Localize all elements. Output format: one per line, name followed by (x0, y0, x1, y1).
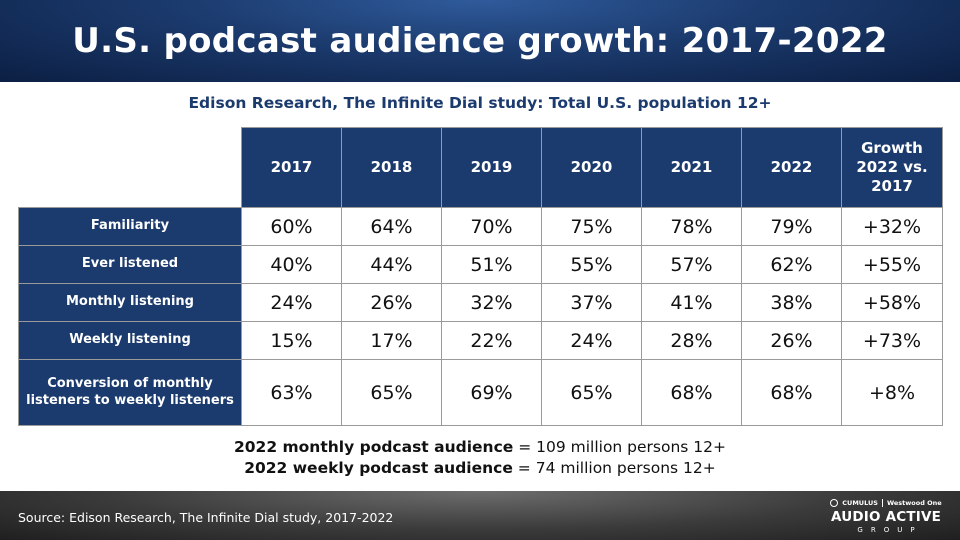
value-cell: 17% (341, 321, 442, 360)
audio-active-group-logo: CUMULUS Westwood One AUDIO ACTIVE GROUP (826, 499, 946, 534)
table-corner (18, 127, 242, 208)
growth-cell: +73% (841, 321, 943, 360)
value-cell: 26% (341, 283, 442, 322)
value-cell: 38% (741, 283, 842, 322)
table-row: Conversion of monthly listeners to weekl… (18, 359, 943, 426)
table-row: Weekly listening 15% 17% 22% 24% 28% 26% +73% (18, 321, 943, 360)
note-text: = 109 million persons 12+ (513, 438, 727, 456)
value-cell: 75% (541, 207, 642, 246)
column-header: 2021 (641, 127, 742, 208)
table-row: Familiarity 60% 64% 70% 75% 78% 79% +32% (18, 207, 943, 246)
logo-westwood-text: Westwood One (886, 499, 942, 507)
column-header: 2019 (441, 127, 542, 208)
footer: Source: Edison Research, The Infinite Di… (0, 491, 960, 540)
value-cell: 26% (741, 321, 842, 360)
note-text: = 74 million persons 12+ (512, 459, 716, 477)
value-cell: 79% (741, 207, 842, 246)
value-cell: 65% (341, 359, 442, 426)
value-cell: 63% (241, 359, 342, 426)
logo-divider (881, 499, 883, 507)
value-cell: 24% (241, 283, 342, 322)
column-header: 2018 (341, 127, 442, 208)
note-line: 2022 weekly podcast audience = 74 millio… (0, 458, 960, 479)
value-cell: 70% (441, 207, 542, 246)
title-bar: U.S. podcast audience growth: 2017-2022 (0, 0, 960, 82)
logo-sub-text: GROUP (857, 526, 923, 534)
column-header: 2017 (241, 127, 342, 208)
value-cell: 68% (641, 359, 742, 426)
row-label: Familiarity (18, 207, 242, 246)
growth-cell: +58% (841, 283, 943, 322)
row-label: Ever listened (18, 245, 242, 284)
note-line: 2022 monthly podcast audience = 109 mill… (0, 437, 960, 458)
growth-cell: +32% (841, 207, 943, 246)
value-cell: 22% (441, 321, 542, 360)
row-label: Weekly listening (18, 321, 242, 360)
value-cell: 37% (541, 283, 642, 322)
column-header-growth: Growth 2022 vs. 2017 (841, 127, 943, 208)
table-row: Ever listened 40% 44% 51% 55% 57% 62% +55% (18, 245, 943, 284)
value-cell: 65% (541, 359, 642, 426)
logo-cumulus-text: CUMULUS (842, 499, 878, 507)
header-row: 2017 2018 2019 2020 2021 2022 Growth 202… (18, 127, 943, 208)
table-body: Familiarity 60% 64% 70% 75% 78% 79% +32% Ever li… (18, 207, 943, 426)
column-header: 2022 (741, 127, 842, 208)
value-cell: 15% (241, 321, 342, 360)
row-label: Conversion of monthly listeners to weekl… (18, 359, 242, 426)
audience-notes: 2022 monthly podcast audience = 109 mill… (0, 437, 960, 479)
row-label: Monthly listening (18, 283, 242, 322)
slide-title: U.S. podcast audience growth: 2017-2022 (72, 21, 888, 61)
value-cell: 64% (341, 207, 442, 246)
growth-cell: +55% (841, 245, 943, 284)
table-row: Monthly listening 24% 26% 32% 37% 41% 38% +58% (18, 283, 943, 322)
value-cell: 68% (741, 359, 842, 426)
value-cell: 28% (641, 321, 742, 360)
value-cell: 40% (241, 245, 342, 284)
value-cell: 51% (441, 245, 542, 284)
value-cell: 78% (641, 207, 742, 246)
value-cell: 44% (341, 245, 442, 284)
chart-subtitle: Edison Research, The Infinite Dial study… (188, 94, 772, 112)
logo-top-row: CUMULUS Westwood One (826, 499, 946, 507)
growth-cell: +8% (841, 359, 943, 426)
value-cell: 32% (441, 283, 542, 322)
value-cell: 60% (241, 207, 342, 246)
data-table: 2017 2018 2019 2020 2021 2022 Growth 202… (18, 127, 943, 426)
value-cell: 57% (641, 245, 742, 284)
value-cell: 69% (441, 359, 542, 426)
value-cell: 62% (741, 245, 842, 284)
note-bold: 2022 weekly podcast audience (244, 459, 513, 477)
value-cell: 41% (641, 283, 742, 322)
note-bold: 2022 monthly podcast audience (233, 438, 514, 456)
logo-main-text: AUDIO ACTIVE (830, 509, 942, 525)
source-text: Source: Edison Research, The Infinite Di… (18, 510, 394, 525)
value-cell: 24% (541, 321, 642, 360)
column-header: 2020 (541, 127, 642, 208)
cumulus-logo-icon (830, 499, 839, 507)
value-cell: 55% (541, 245, 642, 284)
